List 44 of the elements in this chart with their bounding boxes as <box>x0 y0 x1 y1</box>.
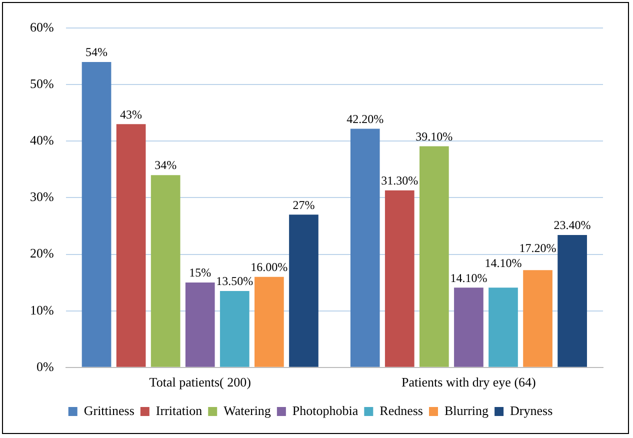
data-label: 54% <box>86 45 108 60</box>
legend-label: Photophobia <box>292 402 358 418</box>
bar <box>150 175 180 367</box>
y-tick-label: 20% <box>30 246 54 261</box>
y-tick-label: 10% <box>30 302 54 318</box>
legend-label: Dryness <box>510 402 553 418</box>
data-label: 34% <box>154 158 177 172</box>
legend-label: Irritation <box>156 402 203 418</box>
legend-label: Grittiness <box>84 402 134 418</box>
data-label: 14.10% <box>484 256 522 270</box>
bar <box>420 146 449 367</box>
bar <box>454 288 484 367</box>
bar <box>116 124 146 367</box>
bar <box>523 270 552 367</box>
bar <box>289 214 318 367</box>
data-label: 23.40% <box>554 218 591 232</box>
bar <box>350 128 380 367</box>
y-tick-label: 60% <box>30 19 54 34</box>
data-label: 39.10% <box>416 129 453 144</box>
data-label: 14.10% <box>450 270 488 285</box>
bar <box>220 291 250 367</box>
data-label: 15% <box>189 266 212 280</box>
x-tick-label: Patients with dry eye (64) <box>402 374 536 390</box>
bar <box>488 288 518 367</box>
legend-label: Blurring <box>444 402 490 418</box>
data-label: 16.00% <box>250 260 288 274</box>
bar <box>558 235 587 367</box>
bar <box>384 190 414 367</box>
y-tick-label: 30% <box>30 189 54 204</box>
y-tick-label: 40% <box>30 132 54 148</box>
data-label: 17.20% <box>519 240 556 255</box>
y-tick-label: 50% <box>30 76 54 91</box>
x-tick-label: Total patients( 200) <box>149 374 251 390</box>
bar <box>185 282 215 367</box>
bar <box>82 62 112 367</box>
legend-label: Redness <box>380 402 423 418</box>
data-label: 43% <box>120 107 142 122</box>
data-label: 27% <box>292 198 315 212</box>
bar <box>254 276 284 367</box>
data-label: 13.50% <box>216 274 254 288</box>
y-tick-label: 0% <box>36 358 54 374</box>
data-label: 42.20% <box>346 112 384 126</box>
legend-label: Watering <box>224 402 272 418</box>
data-label: 31.30% <box>381 174 418 188</box>
